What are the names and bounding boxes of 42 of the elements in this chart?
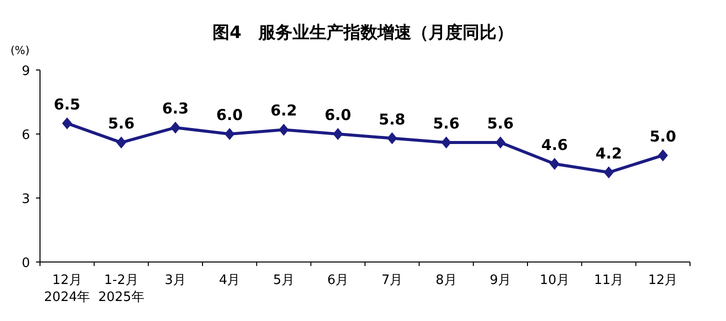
data-label: 6.2 (270, 102, 298, 120)
data-label: 5.0 (650, 127, 676, 146)
point (495, 136, 506, 149)
data-label: 6.3 (162, 100, 189, 118)
x-tick-label: 5月 (273, 273, 294, 288)
data-label: 5.6 (432, 114, 460, 133)
data-label: 6.0 (324, 106, 352, 124)
point (332, 128, 343, 140)
point (278, 124, 289, 136)
x-tick-label: 9月 (490, 273, 512, 288)
x-tick-label: 11月 (594, 273, 624, 288)
x-tick-label: 8月 (436, 273, 457, 288)
x-tick-label: 6月 (327, 273, 349, 288)
data-label: 6.0 (216, 106, 243, 124)
x-tick-label: 4月 (218, 273, 240, 288)
data-label: 5.6 (487, 114, 514, 133)
point (604, 166, 614, 178)
y-tick-label: 0 (22, 256, 30, 271)
y-tick-label: 6 (22, 128, 30, 143)
point (658, 149, 668, 162)
point (62, 117, 72, 130)
x-tick-label: 10月 (540, 273, 570, 288)
x-tick-label: 1-2月 2025年 (98, 273, 144, 305)
point (387, 132, 398, 144)
point (441, 136, 452, 149)
x-tick-label: 12月 2024年 (44, 273, 90, 305)
point (224, 128, 235, 140)
point (116, 136, 126, 149)
y-tick-label: 3 (22, 192, 30, 207)
y-axis-title: (%) (10, 44, 30, 57)
x-tick-label: 7月 (381, 273, 403, 288)
point (170, 122, 180, 134)
data-label: 5.6 (108, 114, 135, 133)
data-label: 4.6 (541, 136, 568, 154)
y-tick-label: 9 (22, 64, 30, 79)
chart-title: 图4 服务业生产指数增速（月度同比） (212, 23, 514, 43)
x-tick-label: 12月 (648, 273, 678, 288)
x-tick-label: 3月 (164, 273, 186, 288)
data-label: 4.2 (595, 144, 622, 162)
point (550, 158, 560, 170)
data-label: 6.5 (54, 95, 80, 114)
data-label: 5.8 (378, 110, 406, 128)
